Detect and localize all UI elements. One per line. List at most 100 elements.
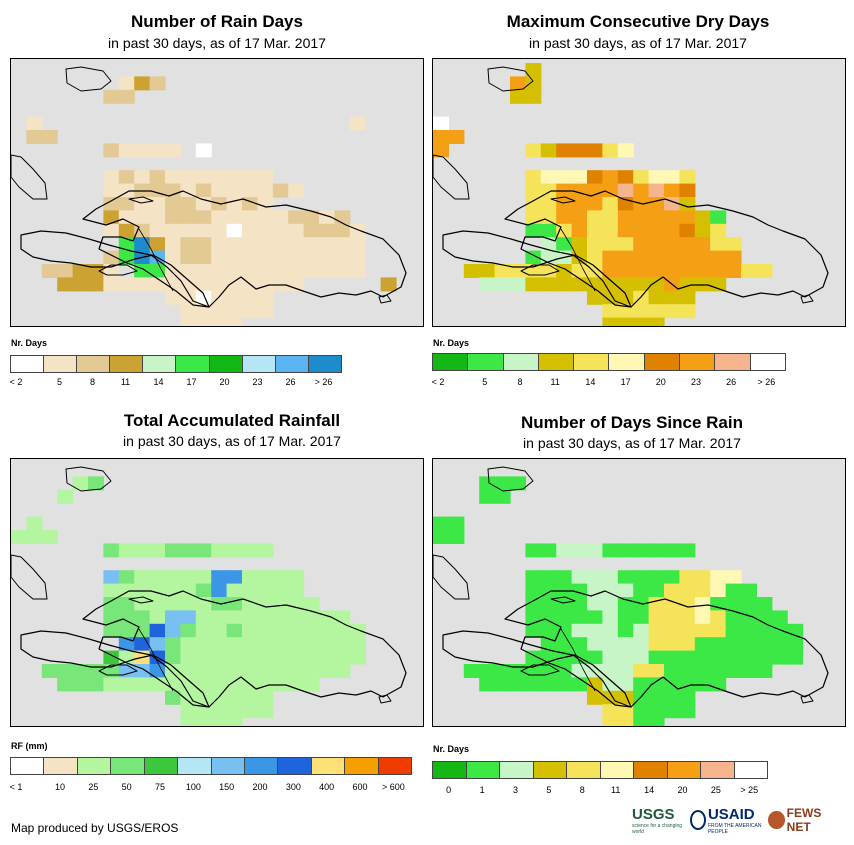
grid-cell [165, 250, 181, 265]
grid-cell [257, 543, 274, 558]
grid-cell [288, 223, 305, 238]
map-days-since-rain [432, 458, 846, 727]
legend-swatch [680, 354, 716, 370]
grid-cell [648, 650, 665, 665]
coastline-cuba [433, 554, 470, 600]
grid-cell [180, 210, 197, 225]
grid-cell [725, 637, 742, 652]
grid-cell [556, 623, 573, 638]
grid-cell [226, 677, 243, 692]
grid-cell [602, 277, 619, 292]
legend-swatch [11, 758, 45, 774]
grid-cell [272, 210, 289, 225]
grid-cell [257, 637, 274, 652]
grid-cell [540, 264, 557, 278]
grid-cell [118, 623, 135, 638]
grid-cell [118, 543, 135, 558]
grid-cell [771, 623, 788, 638]
grid-cell [725, 650, 742, 665]
grid-cell [448, 530, 465, 544]
grid-cell [195, 543, 212, 558]
grid-cell [180, 170, 197, 185]
grid-cell [617, 570, 634, 585]
grid-cell [180, 277, 197, 292]
grid-cell [741, 650, 757, 665]
legend-label: 14 [153, 377, 164, 387]
grid-cell [149, 277, 166, 292]
grid-cell [633, 250, 650, 265]
grid-cell [226, 290, 243, 305]
grid-cell [334, 623, 351, 638]
grid-cell [771, 650, 788, 665]
legend-colorbar [10, 757, 412, 775]
legend-label: < 2 [9, 377, 23, 387]
grid-cell [180, 717, 197, 726]
grid-cell [633, 623, 650, 638]
grid-cell [195, 210, 212, 225]
grid-cell [556, 223, 573, 238]
grid-cell [103, 210, 120, 225]
legend-swatch [110, 356, 144, 372]
legend-swatch [178, 758, 212, 774]
grid-cell [211, 317, 228, 326]
legend-swatch [144, 758, 179, 774]
grid-cell [118, 89, 135, 104]
grid-cell [134, 223, 151, 238]
grid-cell [587, 183, 603, 198]
grid-cell [149, 183, 166, 198]
grid-cell [118, 610, 135, 625]
grid-cell [195, 637, 212, 652]
legend-label: 17 [620, 377, 631, 387]
grid-cell [149, 610, 166, 625]
grid-cell [479, 277, 496, 292]
border-haiti-dr [138, 628, 174, 692]
grid-cell [334, 650, 351, 665]
grid-cell [633, 304, 650, 319]
legend-label: 5 [546, 785, 552, 795]
legend-colorbar [432, 761, 768, 779]
coastline-inagua [65, 66, 112, 92]
grid-cell [242, 210, 258, 225]
grid-cell [349, 637, 366, 652]
grid-cell [771, 610, 788, 625]
grid-cell [694, 223, 711, 238]
grid-cell [303, 650, 320, 665]
panel-subtitle: in past 30 days, as of 17 Mar. 2017 [123, 433, 341, 449]
legend-label: 25 [710, 785, 721, 795]
grid-cell [648, 623, 665, 638]
grid-cell [103, 543, 120, 558]
usaid-seal-icon [690, 810, 706, 830]
grid-cell [571, 143, 588, 158]
grid-cell [664, 170, 680, 185]
grid-cell [633, 583, 650, 598]
grid-cell [257, 183, 274, 198]
grid-cell [242, 664, 258, 678]
grid-cell [118, 170, 135, 185]
grid-cell [617, 543, 634, 558]
grid-cell [571, 543, 588, 558]
grid-cell [211, 650, 228, 665]
grid-cell [587, 197, 603, 211]
grid-cell [303, 597, 320, 611]
grid-cell [602, 664, 619, 678]
grid-cell [602, 143, 619, 158]
grid-cell [664, 210, 680, 225]
legend-swatch [644, 354, 681, 370]
grid-cell [571, 610, 588, 625]
grid-cell [679, 610, 696, 625]
grid-cell [211, 237, 228, 252]
grid-cell [571, 183, 588, 198]
grid-cell [242, 690, 258, 705]
grid-cell [303, 210, 320, 225]
grid-cell [180, 570, 197, 585]
grid-cell [165, 183, 181, 198]
grid-cell [211, 264, 228, 278]
grid-cell [26, 516, 43, 531]
grid-cell [725, 250, 742, 265]
grid-cell [103, 223, 120, 238]
grid-cell [679, 704, 696, 719]
grid-cell [226, 183, 243, 198]
grid-cell [617, 223, 634, 238]
grid-cell [195, 170, 212, 185]
grid-cell [633, 264, 650, 278]
